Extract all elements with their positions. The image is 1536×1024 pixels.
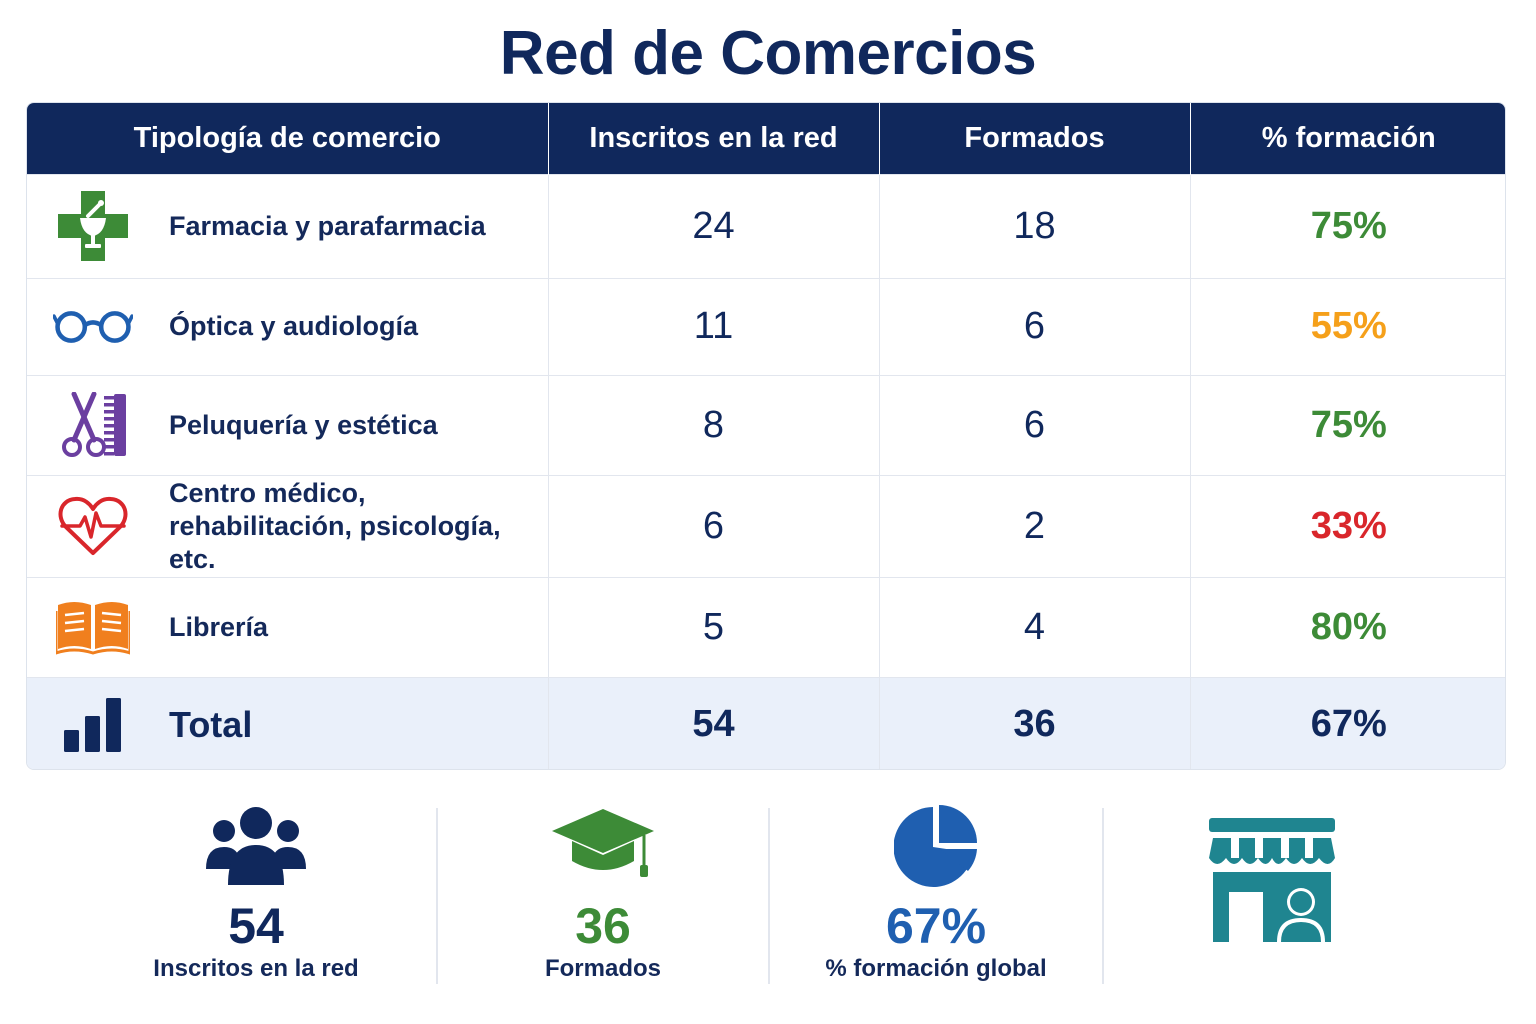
total-label: Total [169, 703, 253, 745]
trained-value: 6 [879, 375, 1191, 475]
table-row: Óptica y audiología 11 6 55% [27, 278, 1505, 375]
stat-value: 54 [228, 898, 284, 954]
enrolled-value: 5 [548, 577, 880, 677]
commerce-type-label: Librería [169, 611, 269, 642]
stat-value: 67% [885, 898, 987, 954]
people-group-icon [76, 805, 436, 890]
trained-value: 18 [879, 174, 1191, 278]
commerce-table: Tipología de comercio Inscritos en la re… [26, 102, 1506, 770]
percent-value: 75% [1310, 204, 1387, 247]
divider [1102, 808, 1104, 984]
percent-value: 55% [1310, 305, 1387, 347]
percent-value: 80% [1310, 605, 1387, 648]
stat-label: Formados [544, 955, 661, 982]
commerce-type-label: Óptica y audiología [169, 311, 419, 341]
table-row: Centro médico, rehabilitación, psicologí… [27, 475, 1505, 577]
pie-chart-icon [770, 805, 1102, 890]
stat-label: Inscritos en la red [153, 955, 359, 982]
trained-value: 6 [879, 278, 1191, 375]
pharmacy-cross-icon [53, 191, 133, 261]
column-header-enrolled: Inscritos en la red [548, 103, 880, 174]
storefront-icon [1104, 818, 1440, 948]
stat-label: % formación global [825, 955, 1047, 982]
trained-value: 2 [879, 475, 1191, 577]
table-row: Librería 5 4 80% [27, 577, 1505, 677]
column-header-type: Tipología de comercio [27, 103, 549, 174]
total-percent-value: 67% [1310, 702, 1387, 745]
total-enrolled-value: 54 [548, 677, 880, 769]
column-header-percent: % formación [1261, 121, 1436, 154]
stat-percent: 67% % formación global [770, 800, 1102, 990]
summary-stats: 54 Inscritos en la red 36 Formados 67% %… [26, 800, 1506, 990]
scissors-comb-icon [53, 390, 133, 460]
bar-chart-icon [53, 689, 133, 759]
stat-enrolled: 54 Inscritos en la red [76, 800, 436, 990]
divider [768, 808, 770, 984]
divider [436, 808, 438, 984]
table-total-row: Total 54 36 67% [27, 677, 1505, 769]
commerce-type-label: Centro médico, rehabilitación, psicologí… [169, 477, 501, 574]
stat-storefront [1104, 800, 1440, 990]
enrolled-value: 11 [548, 278, 880, 375]
glasses-icon [53, 292, 133, 362]
enrolled-value: 24 [548, 174, 880, 278]
total-trained-value: 36 [879, 677, 1191, 769]
open-book-icon [53, 592, 133, 662]
heart-pulse-icon [53, 491, 133, 561]
percent-value: 75% [1310, 403, 1387, 446]
table-row: Peluquería y estética 8 6 75% [27, 375, 1505, 475]
enrolled-value: 8 [548, 375, 880, 475]
table-header-row: Tipología de comercio Inscritos en la re… [27, 103, 1505, 174]
percent-value: 33% [1310, 504, 1387, 547]
table-row: Farmacia y parafarmacia 24 18 75% [27, 174, 1505, 278]
enrolled-value: 6 [548, 475, 880, 577]
stat-value: 36 [575, 898, 631, 954]
column-header-trained: Formados [879, 103, 1191, 174]
commerce-type-label: Farmacia y parafarmacia [169, 210, 486, 241]
stat-trained: 36 Formados [438, 800, 768, 990]
trained-value: 4 [879, 577, 1191, 677]
commerce-type-label: Peluquería y estética [169, 409, 438, 440]
page-title: Red de Comercios [499, 19, 1037, 88]
graduation-cap-icon [438, 805, 768, 890]
